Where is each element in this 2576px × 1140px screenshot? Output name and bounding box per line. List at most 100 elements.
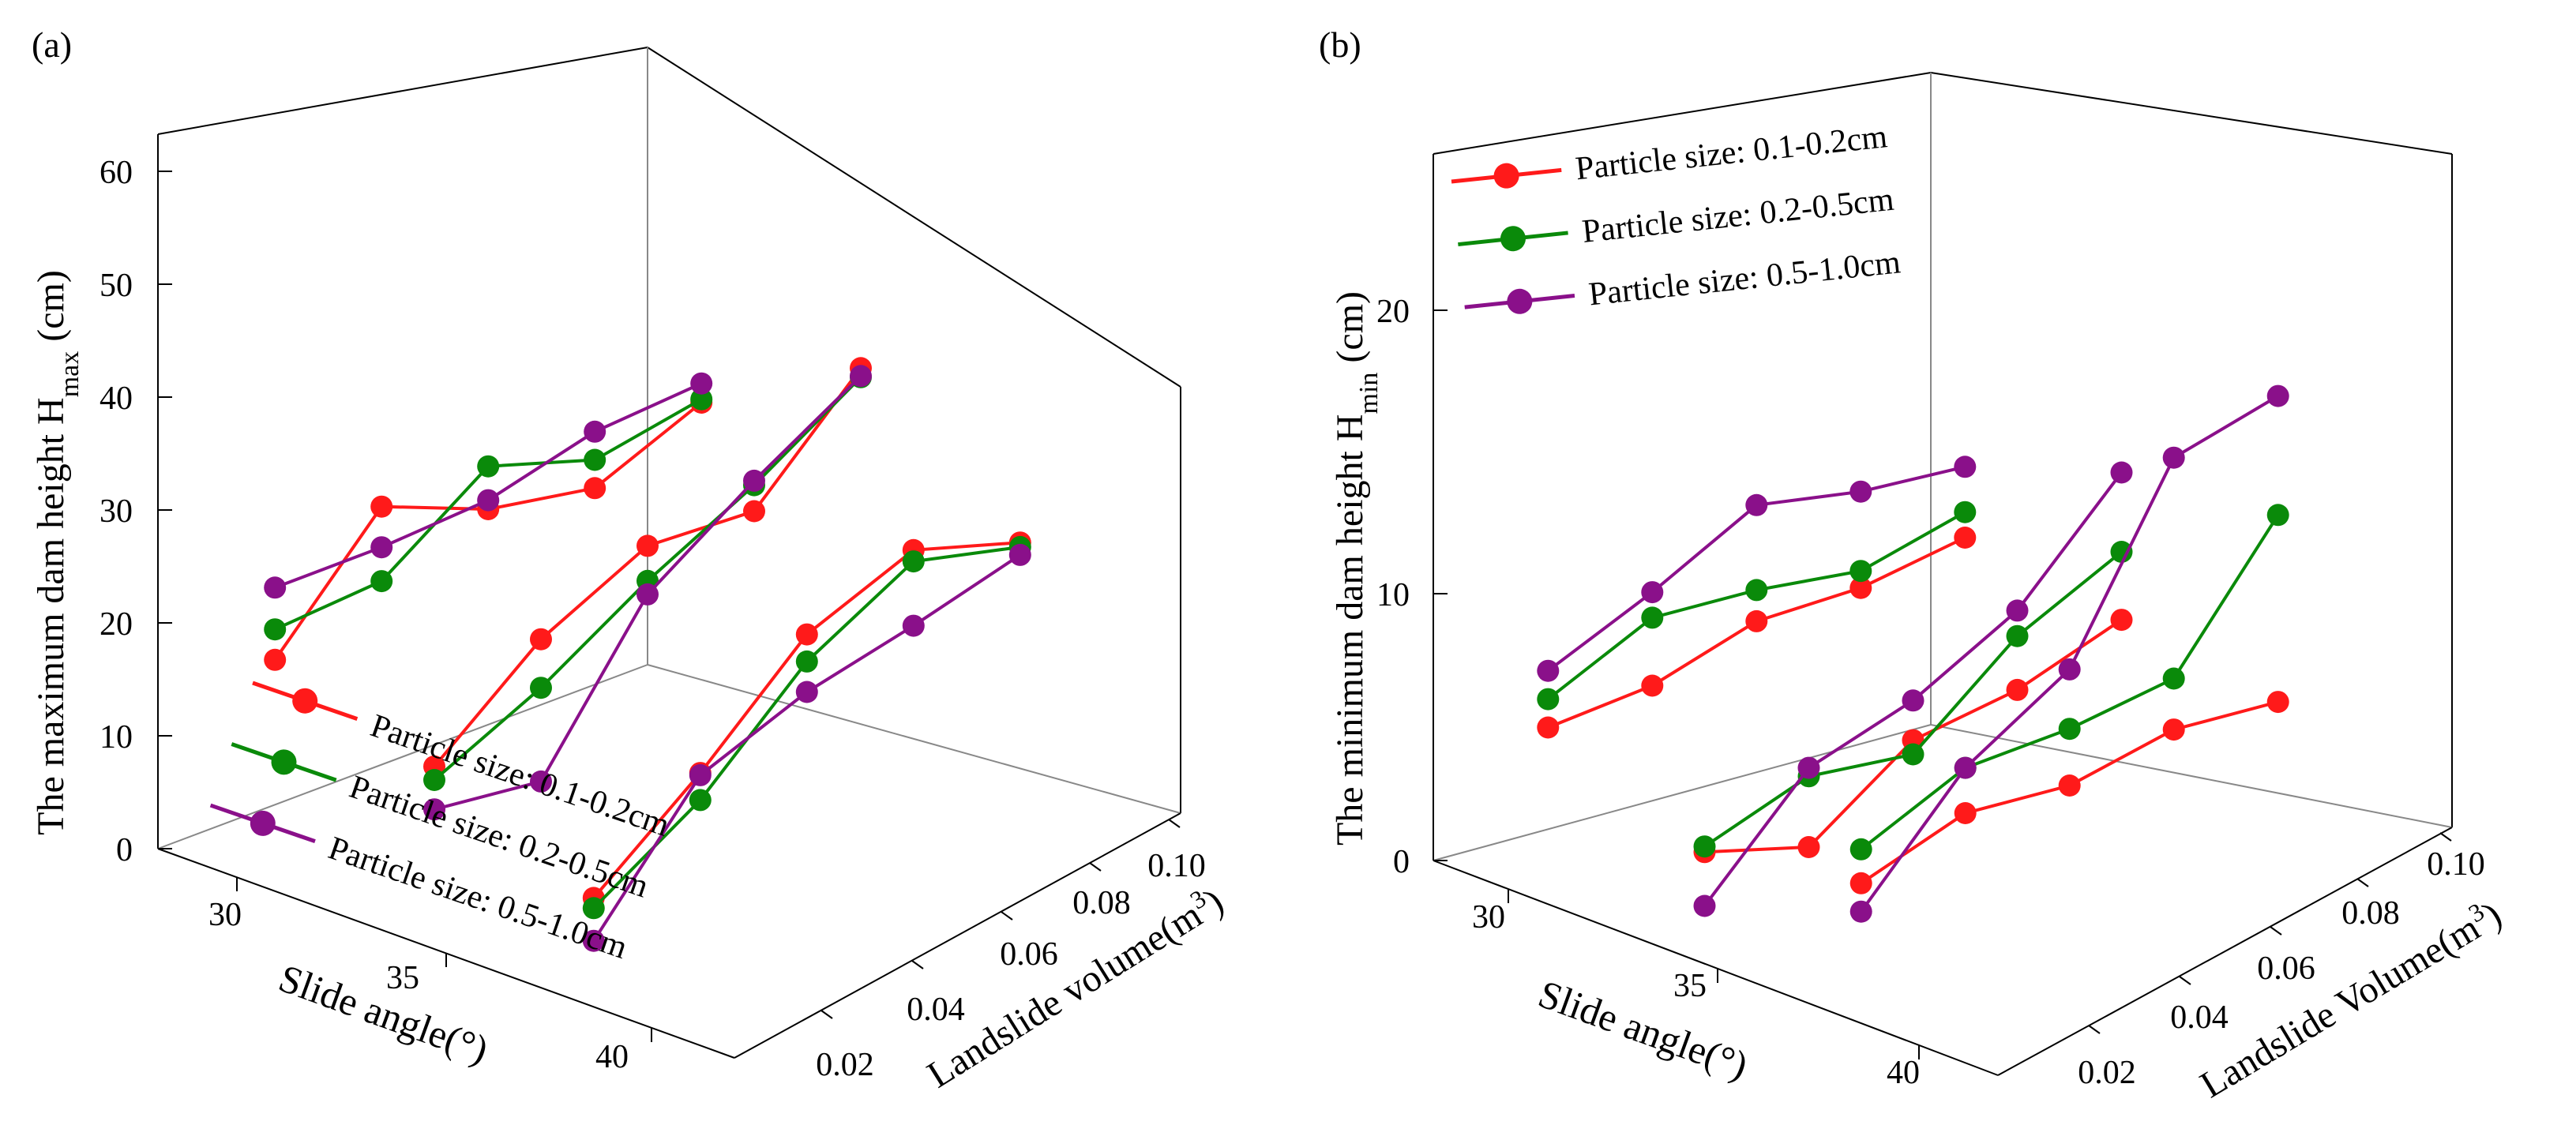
z-tick: 0	[116, 832, 172, 868]
data-point-green	[1693, 835, 1716, 858]
y-tick: 0.06	[1000, 911, 1058, 973]
svg-text:0.10: 0.10	[1147, 848, 1206, 884]
data-point-red	[795, 623, 818, 646]
data-point-purple	[1902, 689, 1924, 712]
panel-b-label: (b)	[1319, 24, 1361, 65]
svg-text:10: 10	[100, 719, 133, 756]
legend-marker-green	[1500, 226, 1526, 252]
legend-label: Particle size: 0.5-1.0cm	[1587, 244, 1903, 313]
panel-a-z-axis-title: The maximum dam height Hmax (cm)	[30, 270, 84, 835]
data-point-purple	[1954, 756, 1977, 779]
svg-text:0.02: 0.02	[2078, 1055, 2136, 1091]
data-point-purple	[584, 420, 606, 443]
data-point-green	[1537, 688, 1560, 711]
data-point-purple	[636, 583, 659, 606]
data-point-red	[1537, 716, 1560, 739]
series-line-green	[1860, 514, 2280, 851]
data-point-green	[370, 570, 393, 593]
svg-text:40: 40	[595, 1039, 629, 1075]
svg-text:30: 30	[1472, 899, 1505, 936]
svg-text:50: 50	[100, 268, 133, 304]
legend-marker-purple	[250, 810, 276, 836]
data-point-green	[2110, 541, 2133, 563]
data-point-red	[1954, 527, 1977, 549]
legend-marker-green	[271, 749, 297, 775]
data-point-purple	[743, 469, 765, 492]
data-point-green	[264, 618, 287, 641]
data-point-purple	[582, 929, 605, 952]
panel-a-label: (a)	[32, 24, 72, 65]
svg-text:0: 0	[116, 832, 133, 868]
data-point-green	[689, 789, 712, 812]
panel-a-box-top-right	[647, 47, 1181, 388]
data-point-green	[2058, 718, 2081, 741]
svg-text:0: 0	[1393, 844, 1410, 880]
data-point-red	[370, 495, 393, 518]
panel-a-box	[157, 47, 1181, 1059]
data-point-purple	[370, 536, 393, 559]
data-point-red	[1797, 836, 1820, 858]
data-point-red	[264, 648, 287, 671]
panel-b-y-ticks: 0.02 0.04 0.06 0.08 0.10	[2078, 832, 2485, 1091]
data-point-purple	[1693, 894, 1716, 917]
svg-text:60: 60	[100, 155, 133, 191]
data-point-green	[2162, 667, 2185, 690]
data-point-green	[423, 769, 445, 791]
data-point-red	[2058, 774, 2081, 797]
panel-b-box-floor-back	[1433, 724, 1932, 861]
data-point-green	[1849, 560, 1872, 583]
legend-label: Particle size: 0.1-0.2cm	[1574, 118, 1890, 187]
x-tick: 35	[386, 953, 447, 996]
svg-text:0.04: 0.04	[2170, 999, 2229, 1036]
svg-text:0.10: 0.10	[2427, 846, 2485, 883]
data-point-purple	[902, 614, 925, 637]
panel-a-box-floor-back	[157, 664, 648, 849]
panel-b-z-ticks: 0 10 20	[1376, 294, 1448, 880]
legend-label: Particle size: 0.2-0.5cm	[1580, 182, 1896, 250]
data-point-purple	[1537, 659, 1560, 682]
data-point-purple	[2058, 658, 2081, 681]
z-tick: 10	[100, 719, 172, 756]
legend-marker-red	[1493, 163, 1519, 189]
x-tick: 40	[595, 1028, 652, 1075]
y-tick: 0.02	[816, 1010, 874, 1083]
data-point-red	[1954, 802, 1977, 824]
legend-item: Particle size: 0.5-1.0cm	[1464, 244, 1903, 314]
svg-text:0.04: 0.04	[907, 992, 965, 1028]
data-point-red	[636, 534, 659, 557]
panel-a-z-ticks: 0 10 20 30 40 50 60	[100, 155, 172, 868]
panel-a-y-ticks: 0.02 0.04 0.06 0.08 0.10	[816, 819, 1206, 1083]
panel-b-series	[1537, 384, 2289, 923]
z-tick: 20	[100, 606, 172, 643]
data-point-red	[2162, 718, 2185, 741]
data-point-green	[1849, 838, 1872, 861]
svg-text:40: 40	[1887, 1055, 1920, 1091]
svg-text:20: 20	[1376, 294, 1410, 330]
panel-a-series	[264, 357, 1031, 952]
svg-text:0.06: 0.06	[1000, 936, 1058, 973]
y-tick: 0.02	[2078, 1025, 2136, 1091]
data-point-purple	[423, 798, 445, 821]
data-point-purple	[1954, 456, 1977, 478]
panel-b-x-axis-title: Slide angle(°)	[1533, 971, 1753, 1087]
data-point-purple	[795, 681, 818, 703]
z-tick: 50	[100, 268, 172, 304]
panel-b: (b) 0 10 20 30 35 40 0.02 0.04 0.06 0.	[1319, 24, 2509, 1106]
panel-b-x-axis	[1433, 860, 1999, 1076]
data-point-green	[902, 550, 925, 573]
data-point-purple	[1008, 543, 1031, 566]
series-line-red	[273, 401, 703, 661]
svg-text:30: 30	[100, 493, 133, 530]
svg-text:10: 10	[1376, 577, 1410, 613]
data-point-green	[477, 455, 500, 478]
y-tick: 0.06	[2257, 926, 2315, 987]
svg-text:35: 35	[1673, 968, 1707, 1004]
panel-a-y-axis	[734, 812, 1181, 1059]
x-tick: 30	[208, 877, 242, 933]
data-point-green	[2006, 624, 2029, 647]
data-point-green	[584, 448, 606, 471]
z-tick: 0	[1393, 844, 1448, 880]
panel-b-box-floor-right	[1930, 724, 2453, 828]
data-point-purple	[689, 763, 712, 786]
data-point-green	[795, 650, 818, 673]
